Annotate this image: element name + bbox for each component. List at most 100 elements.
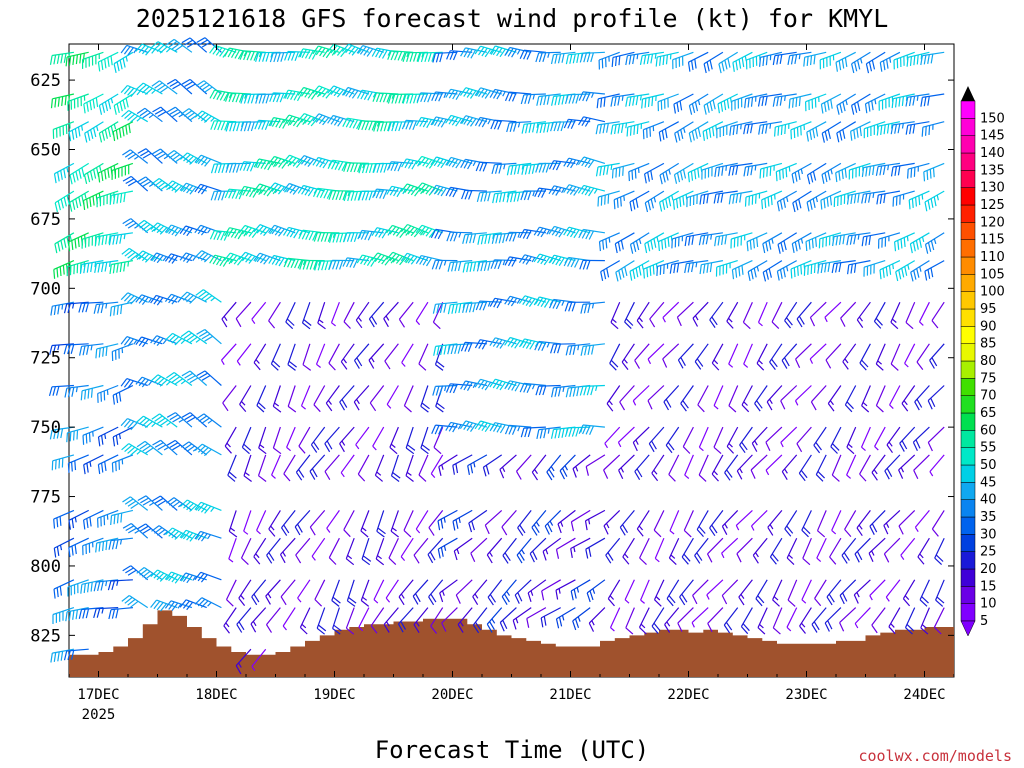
colorbar-swatch bbox=[960, 464, 976, 483]
wind-barb bbox=[821, 121, 842, 143]
colorbar-label: 70 bbox=[980, 389, 997, 404]
wind-barb bbox=[445, 88, 473, 101]
wind-barb bbox=[491, 162, 517, 175]
wind-barb bbox=[521, 121, 546, 134]
wind-barb bbox=[886, 426, 901, 454]
wind-barb bbox=[97, 426, 119, 447]
wind-barb bbox=[279, 537, 296, 564]
wind-barb bbox=[96, 190, 119, 208]
wind-barb bbox=[791, 162, 812, 184]
wind-barb bbox=[761, 190, 783, 210]
wind-barb bbox=[884, 454, 901, 480]
colorbar-swatch bbox=[960, 135, 976, 154]
wind-barb bbox=[164, 600, 193, 611]
wind-barb bbox=[504, 380, 532, 392]
wind-barb bbox=[715, 260, 738, 277]
wind-barb bbox=[649, 301, 665, 328]
wind-barb bbox=[268, 510, 281, 537]
wind-barb bbox=[774, 121, 797, 137]
wind-barb bbox=[894, 232, 915, 252]
wind-barb bbox=[122, 175, 149, 192]
wind-barb bbox=[482, 454, 503, 477]
wind-barb bbox=[475, 161, 502, 172]
wind-barb bbox=[629, 232, 650, 254]
wind-barb bbox=[836, 121, 857, 143]
wind-barb bbox=[241, 426, 252, 455]
wind-barb bbox=[83, 93, 104, 114]
wind-barb bbox=[874, 426, 886, 451]
wind-barb bbox=[446, 50, 473, 61]
wind-barb bbox=[534, 187, 561, 198]
wind-barb bbox=[721, 579, 739, 605]
wind-barb bbox=[166, 372, 193, 386]
wind-barb bbox=[432, 301, 444, 330]
wind-barb bbox=[871, 454, 886, 481]
colorbar-swatch bbox=[960, 551, 976, 570]
wind-barb bbox=[784, 510, 798, 537]
wind-barb bbox=[150, 374, 178, 387]
wind-barb bbox=[297, 155, 325, 167]
wind-barb bbox=[309, 454, 326, 480]
colorbar-swatch bbox=[960, 239, 976, 258]
wind-barb bbox=[151, 80, 178, 95]
wind-barb bbox=[400, 537, 414, 561]
wind-barb bbox=[420, 385, 430, 413]
wind-barb bbox=[781, 454, 798, 481]
wind-barb bbox=[340, 454, 355, 478]
wind-barb bbox=[806, 190, 827, 212]
wind-barb bbox=[371, 227, 399, 239]
wind-barb bbox=[420, 426, 430, 455]
wind-barb bbox=[430, 156, 458, 169]
wind-barb bbox=[820, 93, 842, 114]
wind-barb bbox=[931, 510, 945, 537]
wind-barb bbox=[744, 93, 768, 109]
wind-barb bbox=[297, 184, 325, 197]
wind-barb bbox=[653, 579, 665, 607]
wind-barb bbox=[238, 185, 266, 198]
wind-barb bbox=[403, 510, 414, 538]
y-tick-label: 825 bbox=[30, 626, 61, 646]
wind-barb bbox=[236, 343, 252, 366]
wind-barbs bbox=[48, 37, 945, 675]
wind-barb bbox=[625, 51, 650, 66]
wind-barb bbox=[437, 537, 458, 559]
wind-barb bbox=[430, 607, 444, 634]
y-tick-label: 650 bbox=[30, 141, 61, 161]
wind-barb bbox=[876, 190, 901, 205]
wind-barb bbox=[445, 156, 473, 169]
wind-barb bbox=[97, 509, 119, 528]
wind-barb bbox=[657, 232, 679, 252]
wind-barb bbox=[526, 607, 547, 628]
colorbar-swatch bbox=[960, 378, 976, 396]
wind-barb bbox=[48, 384, 74, 397]
wind-barb bbox=[611, 162, 635, 179]
wind-barb bbox=[390, 454, 401, 482]
wind-barb bbox=[256, 385, 267, 413]
wind-barb bbox=[372, 92, 399, 103]
wind-barb bbox=[459, 87, 488, 99]
wind-barb bbox=[228, 510, 238, 538]
wind-barb bbox=[707, 607, 724, 633]
y-tick-label: 775 bbox=[30, 488, 61, 508]
wind-barb bbox=[802, 537, 812, 566]
wind-barb bbox=[869, 509, 886, 535]
wind-barb bbox=[681, 537, 694, 565]
wind-barb bbox=[658, 121, 679, 142]
wind-barb bbox=[413, 537, 429, 564]
wind-barb bbox=[796, 426, 812, 453]
wind-barb bbox=[93, 301, 119, 314]
wind-barb bbox=[78, 301, 104, 313]
wind-barb bbox=[819, 51, 842, 70]
wind-barb bbox=[462, 301, 487, 313]
wind-barb bbox=[662, 343, 680, 368]
wind-barb bbox=[67, 454, 89, 473]
wind-barb bbox=[879, 51, 901, 72]
wind-barb bbox=[898, 509, 916, 535]
wind-barb bbox=[331, 579, 341, 607]
wind-barb bbox=[934, 537, 945, 566]
wind-barb bbox=[397, 607, 414, 633]
wind-barb bbox=[181, 412, 208, 428]
wind-barb bbox=[917, 537, 930, 565]
wind-barb bbox=[82, 537, 104, 556]
wind-barb bbox=[859, 454, 871, 482]
